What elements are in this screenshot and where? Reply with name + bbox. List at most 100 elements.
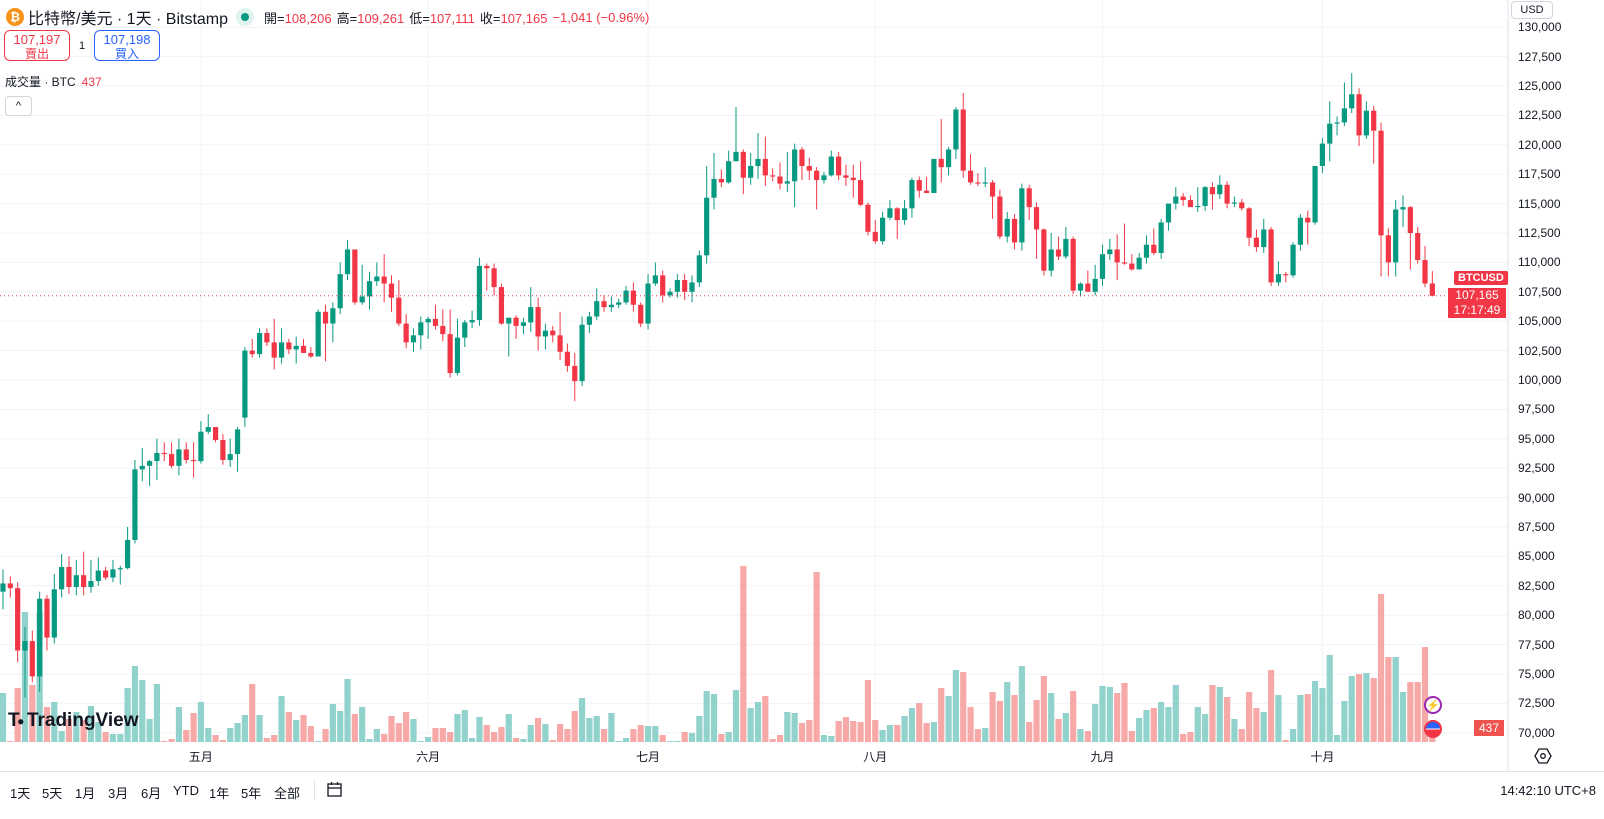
candle-body: [168, 454, 175, 466]
range-button[interactable]: 5年: [241, 786, 262, 801]
candle: [696, 250, 702, 288]
currency-select[interactable]: USD: [1511, 1, 1553, 19]
candle-body: [938, 158, 944, 168]
candle: [652, 262, 658, 286]
range-button[interactable]: YTD: [173, 783, 199, 798]
candle: [755, 133, 761, 179]
candle-body: [923, 190, 930, 194]
candle: [1363, 101, 1369, 139]
price-axis-label: 70,000: [1518, 725, 1555, 740]
range-button[interactable]: 1天: [10, 786, 31, 801]
candle-body: [1026, 188, 1032, 208]
candle: [1422, 245, 1428, 288]
tradingview-logo[interactable]: T🞄 TradingView: [8, 710, 139, 732]
range-button[interactable]: 5天: [42, 786, 63, 801]
price-axis-label: 117,500: [1518, 167, 1561, 182]
chart-settings-icon[interactable]: [1534, 747, 1552, 765]
candlestick-chart[interactable]: [0, 0, 1604, 771]
volume-bar: [938, 688, 945, 742]
candle-body: [1070, 238, 1076, 291]
candle: [1063, 227, 1069, 259]
candle: [1385, 228, 1391, 277]
buy-button[interactable]: 107,198 買入: [94, 30, 160, 61]
candle-body: [330, 308, 336, 324]
candle: [418, 316, 424, 350]
candle: [1099, 244, 1106, 286]
volume-bar: [1260, 712, 1267, 742]
candle-body: [520, 322, 527, 326]
candle: [689, 275, 695, 303]
low-label: 低=: [409, 10, 430, 26]
volume-bar: [872, 720, 879, 742]
price-axis-label: 107,500: [1518, 284, 1562, 299]
clock-timezone[interactable]: 14:42:10 UTC+8: [1500, 783, 1596, 798]
range-button[interactable]: 1年: [209, 786, 230, 801]
price-axis-label: 130,000: [1518, 20, 1562, 35]
candle-body: [183, 449, 189, 460]
candle-body: [901, 208, 908, 221]
candle: [103, 566, 109, 580]
volume-bar: [1246, 692, 1253, 742]
volume-bar: [1121, 683, 1128, 742]
volume-bar: [945, 696, 952, 742]
candle-body: [1077, 283, 1084, 291]
candle: [711, 153, 717, 210]
us-flag-event-icon[interactable]: [1424, 720, 1442, 738]
candle: [498, 283, 505, 325]
volume-bar: [300, 715, 307, 742]
price-axis-label: 77,500: [1518, 637, 1555, 652]
candle-body: [374, 276, 380, 282]
range-button[interactable]: 1月: [75, 786, 96, 801]
candle: [836, 151, 842, 181]
candle: [249, 338, 255, 358]
sell-button[interactable]: 107,197 賣出: [4, 30, 70, 61]
quantity[interactable]: 1: [78, 39, 86, 52]
candle-body: [1334, 122, 1340, 124]
lightning-event-icon[interactable]: ⚡: [1424, 696, 1442, 714]
volume-bar: [879, 730, 886, 742]
symbol-title[interactable]: 比特幣/美元 · 1天 · Bitstamp: [28, 11, 229, 28]
volume-bar: [1018, 666, 1025, 742]
candle-body: [1261, 229, 1267, 248]
volume-tag: 437: [1474, 720, 1504, 736]
price-axis-label: 87,500: [1518, 520, 1555, 534]
candle: [1334, 116, 1340, 136]
candle-body: [154, 452, 160, 462]
candle: [1393, 200, 1399, 277]
volume-bar: [1128, 731, 1135, 742]
candle-body: [1217, 184, 1223, 195]
candle: [388, 275, 395, 312]
volume-bar: [417, 741, 424, 742]
candle-body: [498, 287, 505, 324]
volume-bar: [43, 707, 51, 742]
candle: [872, 220, 878, 244]
volume-bar: [608, 713, 615, 742]
candle-body: [359, 296, 365, 303]
candle-body: [322, 311, 329, 324]
volume-bar: [1209, 685, 1216, 742]
volume-bar: [688, 733, 696, 742]
candle: [1107, 238, 1113, 261]
candle: [95, 557, 101, 586]
time-axis-label: 六月: [416, 750, 441, 764]
candle: [73, 559, 79, 596]
volume-bar: [1187, 732, 1194, 742]
calendar-goto-icon[interactable]: [326, 780, 344, 798]
range-button[interactable]: 全部: [274, 786, 301, 801]
candle-body: [982, 182, 988, 184]
volume-bar: [1333, 735, 1341, 742]
range-button[interactable]: 6月: [141, 786, 162, 801]
candle: [528, 287, 534, 332]
candle-body: [476, 265, 483, 321]
volume-bar: [1392, 657, 1399, 742]
candle-body: [271, 342, 277, 358]
collapse-legend-button[interactable]: ^: [5, 96, 32, 116]
volume-bar: [344, 679, 351, 742]
range-button[interactable]: 3月: [108, 786, 129, 801]
volume-legend[interactable]: 成交量 · BTC 437: [5, 73, 102, 90]
candle: [1019, 183, 1025, 251]
candle-body: [161, 452, 167, 455]
market-status-icon[interactable]: [236, 8, 255, 26]
volume-bar: [73, 712, 80, 742]
candle: [1055, 236, 1062, 261]
